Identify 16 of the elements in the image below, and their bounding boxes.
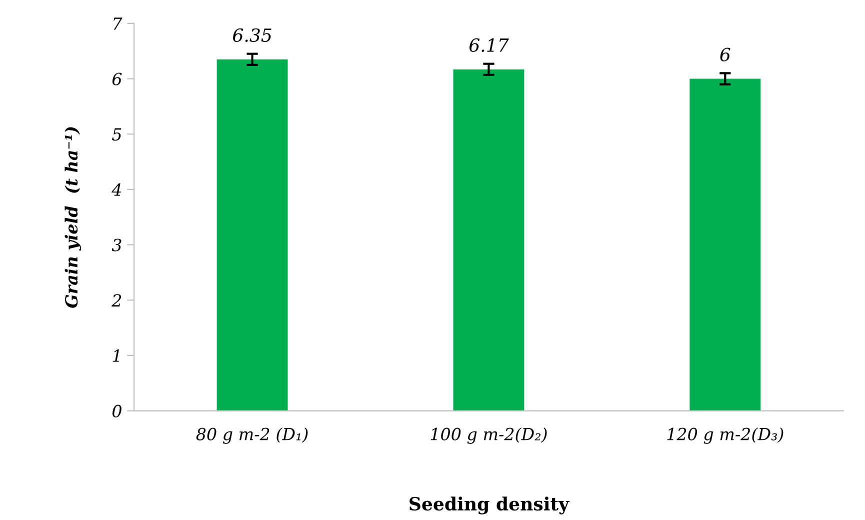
y-tick-label: 0: [112, 404, 122, 418]
y-tick-label: 4: [112, 183, 122, 196]
y-tick-label: 7: [114, 18, 122, 30]
y-tick-label: 3: [112, 238, 122, 252]
y-tick-label: 2: [112, 294, 122, 306]
y-tick-label: 6: [112, 72, 122, 86]
data-label: 6.35: [233, 28, 272, 42]
data-label: 6.17: [470, 38, 509, 52]
y-tick-label: 5: [112, 128, 122, 141]
x-tick-label: 120 g m-2(D₃): [667, 427, 784, 444]
y-tick-label: 1: [112, 349, 119, 362]
data-label: 6: [720, 48, 730, 62]
y-axis-title: Grain yield (t ha⁻¹): [64, 127, 82, 308]
x-tick-label: 100 g m-2(D₂): [430, 427, 547, 444]
x-tick-label: 80 g m-2 (D₁): [196, 427, 308, 444]
x-axis-title: Seeding density: [410, 496, 570, 514]
